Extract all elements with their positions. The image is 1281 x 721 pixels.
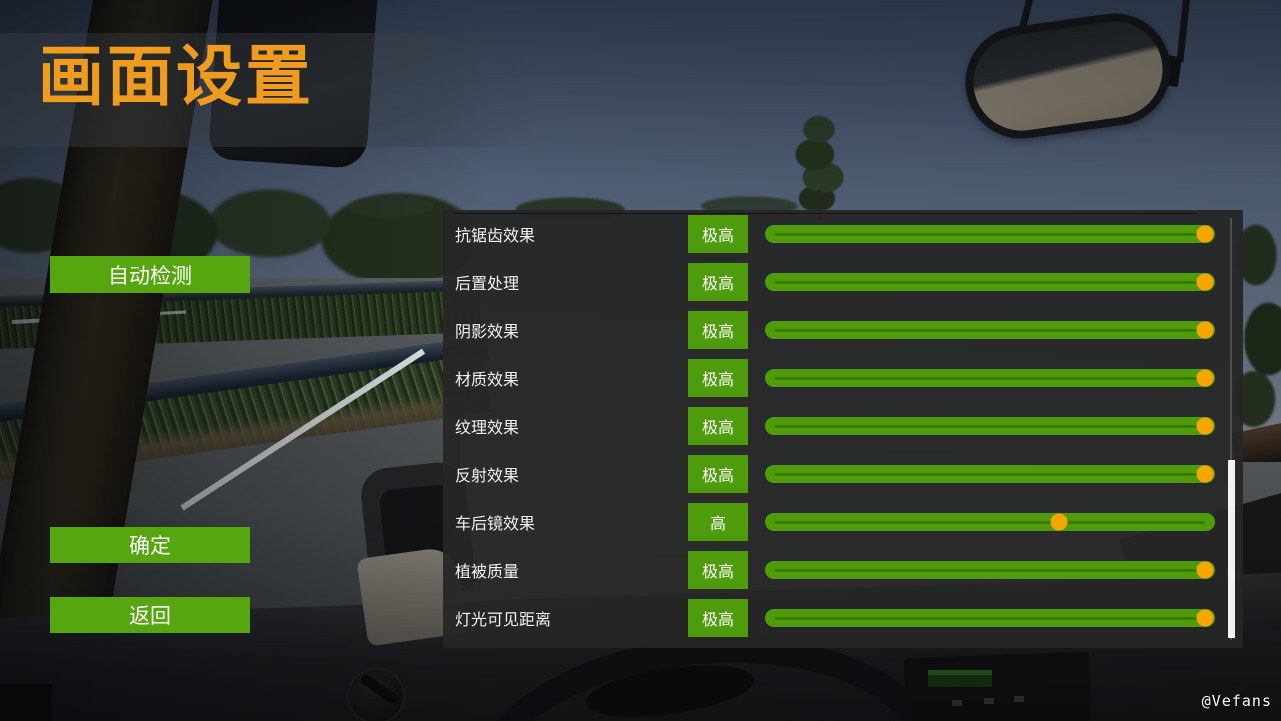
- tachograph-button: [952, 700, 962, 706]
- tachograph-display: [928, 670, 992, 687]
- quality-badge: 极高: [688, 359, 748, 397]
- confirm-button[interactable]: 确定: [50, 527, 250, 563]
- tachograph-button: [1014, 696, 1024, 702]
- setting-row: 抗锯齿效果 极高: [443, 210, 1243, 258]
- slider-knob[interactable]: [1196, 369, 1214, 387]
- slider-rail: [775, 321, 1214, 339]
- scrollbar-thumb[interactable]: [1228, 460, 1235, 638]
- setting-row: 阴影效果 极高: [443, 306, 1243, 354]
- setting-label: 反射效果: [455, 466, 520, 485]
- quality-badge: 极高: [688, 455, 748, 493]
- slider-knob[interactable]: [1196, 561, 1214, 579]
- slider-knob[interactable]: [1196, 225, 1214, 243]
- setting-row: 灯光可见距离 极高: [443, 594, 1243, 642]
- setting-row: 反射效果 极高: [443, 450, 1243, 498]
- setting-label: 后置处理: [455, 274, 520, 293]
- slider-rail: [775, 417, 1214, 435]
- page-title: 画面设置: [38, 38, 314, 115]
- slider-rail: [775, 465, 1214, 483]
- setting-label: 抗锯齿效果: [455, 226, 536, 245]
- quality-badge: 高: [688, 503, 748, 541]
- setting-label: 纹理效果: [455, 418, 520, 437]
- slider-knob[interactable]: [1196, 321, 1214, 339]
- setting-label: 阴影效果: [455, 322, 520, 341]
- setting-label: 材质效果: [455, 370, 520, 389]
- slider-knob[interactable]: [1196, 273, 1214, 291]
- setting-row: 车后镜效果 高: [443, 498, 1243, 546]
- quality-slider[interactable]: [765, 417, 1215, 435]
- slider-rail: [775, 561, 1214, 579]
- slider-rail: [775, 273, 1214, 291]
- quality-badge: 极高: [688, 215, 748, 253]
- setting-label: 车后镜效果: [455, 514, 536, 533]
- quality-slider[interactable]: [765, 321, 1215, 339]
- setting-label: 植被质量: [455, 562, 520, 581]
- slider-knob[interactable]: [1050, 513, 1068, 531]
- slider-knob[interactable]: [1196, 417, 1214, 435]
- slider-rail: [775, 225, 1214, 243]
- setting-label: 灯光可见距离: [455, 610, 552, 629]
- quality-slider[interactable]: [765, 273, 1215, 291]
- setting-row: 纹理效果 极高: [443, 402, 1243, 450]
- quality-slider[interactable]: [765, 465, 1215, 483]
- tachograph-button: [984, 698, 994, 704]
- mirror-glass: [967, 15, 1169, 137]
- slider-knob[interactable]: [1196, 609, 1214, 627]
- quality-badge: 极高: [688, 407, 748, 445]
- slider-rail: [775, 513, 1205, 531]
- back-button[interactable]: 返回: [50, 597, 250, 633]
- slider-knob[interactable]: [1196, 465, 1214, 483]
- graphics-settings-panel: 抗锯齿效果 极高 后置处理 极高 阴影效果 极高 材质效果 极高: [443, 210, 1243, 648]
- dashboard-corner: [0, 684, 52, 721]
- settings-rows: 抗锯齿效果 极高 后置处理 极高 阴影效果 极高 材质效果 极高: [443, 210, 1243, 642]
- quality-slider[interactable]: [765, 369, 1215, 387]
- slider-rail: [775, 369, 1214, 387]
- quality-badge: 极高: [688, 551, 748, 589]
- setting-row: 材质效果 极高: [443, 354, 1243, 402]
- quality-badge: 极高: [688, 311, 748, 349]
- quality-slider[interactable]: [765, 225, 1215, 243]
- quality-badge: 极高: [688, 263, 748, 301]
- setting-row: 后置处理 极高: [443, 258, 1243, 306]
- quality-slider[interactable]: [765, 513, 1215, 531]
- auto-detect-button[interactable]: 自动检测: [50, 256, 250, 293]
- quality-badge: 极高: [688, 599, 748, 637]
- setting-row: 植被质量 极高: [443, 546, 1243, 594]
- quality-slider[interactable]: [765, 609, 1215, 627]
- watermark: @Vefans: [1201, 692, 1272, 710]
- slider-rail: [775, 609, 1214, 627]
- quality-slider[interactable]: [765, 561, 1215, 579]
